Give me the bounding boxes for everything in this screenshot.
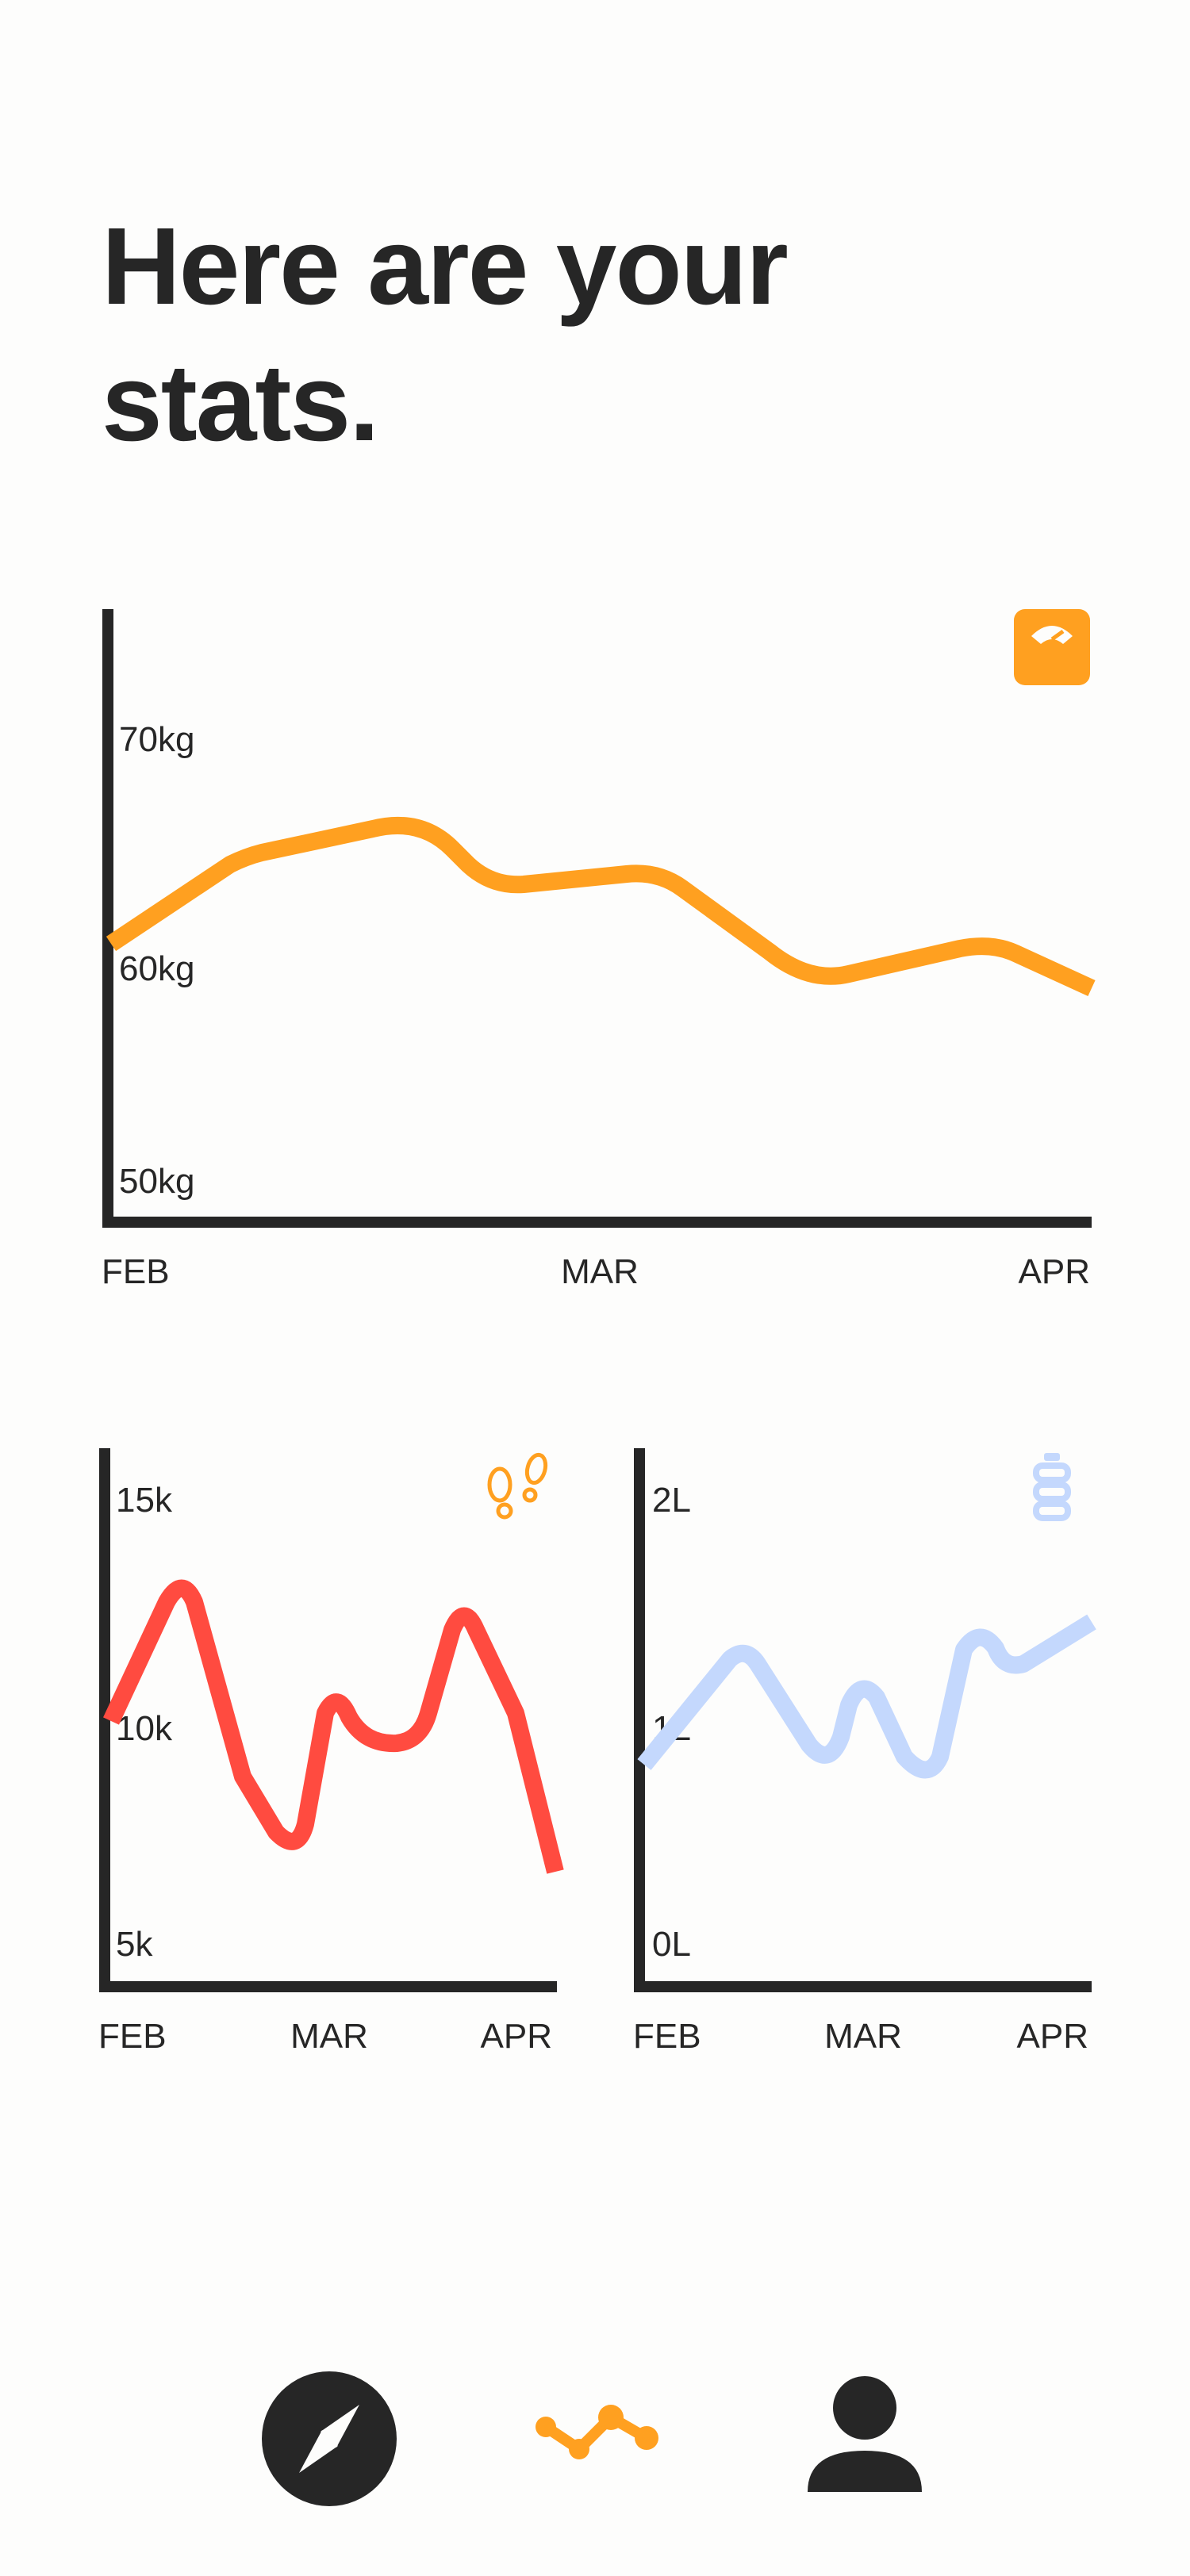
- weight-series-line: [106, 816, 1096, 996]
- water-y-tick: 0L: [652, 1925, 691, 1964]
- steps-series-line: [103, 1579, 564, 1874]
- water-x-tick: FEB: [633, 2017, 701, 2056]
- water-chart: 2L 1L 0L FEB MAR APR: [633, 1448, 1096, 2056]
- nav-stats-button[interactable]: [524, 2403, 666, 2482]
- water-series-line: [637, 1614, 1096, 1779]
- steps-chart: 15k 10k 5k FEB MAR APR: [98, 1448, 564, 2056]
- steps-x-tick: MAR: [290, 2017, 368, 2056]
- title-line-2: stats.: [102, 342, 380, 464]
- water-y-tick: 2L: [652, 1481, 691, 1520]
- weight-y-tick: 60kg: [119, 949, 194, 988]
- steps-y-tick: 5k: [116, 1925, 153, 1964]
- weight-y-tick: 50kg: [119, 1162, 194, 1201]
- weight-chart: 70kg 60kg 50kg FEB MAR APR: [102, 609, 1096, 1291]
- weight-x-tick: FEB: [102, 1252, 170, 1291]
- nav-profile-button[interactable]: [801, 2371, 928, 2506]
- page-title: Here are your stats.: [102, 198, 1054, 471]
- profile-icon: [808, 2376, 922, 2492]
- steps-y-tick: 15k: [116, 1481, 173, 1520]
- weight-x-tick: APR: [1019, 1252, 1090, 1291]
- water-bottle-icon: [1033, 1453, 1071, 1521]
- water-x-tick: APR: [1017, 2017, 1088, 2056]
- steps-y-tick: 10k: [116, 1709, 173, 1748]
- bottom-navigation: [0, 2340, 1190, 2576]
- weight-x-tick: MAR: [561, 1252, 639, 1291]
- steps-x-tick: FEB: [98, 2017, 167, 2056]
- scale-icon: [1014, 609, 1090, 685]
- nav-explore-button[interactable]: [262, 2371, 397, 2506]
- steps-x-tick: APR: [481, 2017, 552, 2056]
- footprints-icon: [487, 1452, 548, 1520]
- compass-icon: [262, 2371, 397, 2506]
- stats-icon: [536, 2405, 658, 2459]
- water-x-tick: MAR: [824, 2017, 902, 2056]
- title-line-1: Here are your: [102, 205, 789, 328]
- weight-y-tick: 70kg: [119, 720, 194, 759]
